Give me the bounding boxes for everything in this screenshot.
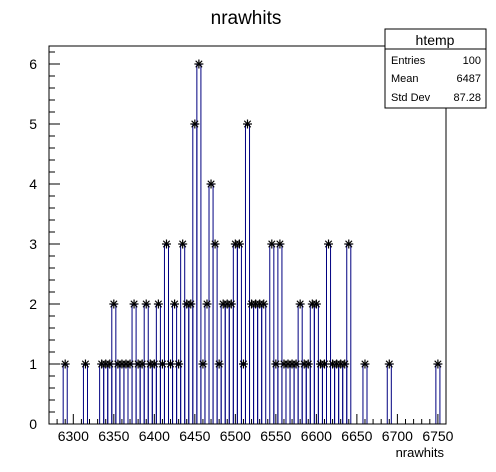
y-tick-label: 6	[29, 56, 37, 72]
stats-mean-label: Mean	[391, 73, 419, 85]
data-point-marker	[178, 239, 188, 249]
chart-title: nrawhits	[211, 8, 282, 29]
data-point-marker	[206, 179, 216, 189]
data-point-marker	[149, 359, 159, 369]
data-point-marker	[202, 299, 212, 309]
x-tick-label: 6450	[179, 428, 210, 444]
data-point-marker	[210, 239, 220, 249]
y-tick-label: 0	[29, 416, 37, 432]
y-tick-label: 1	[29, 356, 37, 372]
data-point-marker	[186, 299, 196, 309]
y-tick-label: 2	[29, 296, 37, 312]
x-axis: 6300 6350 6400 6450 6500 6550 6600 6650 6700 6750	[56, 414, 454, 444]
x-tick-label: 6300	[58, 428, 89, 444]
stats-stddev-label: Std Dev	[391, 92, 431, 104]
x-tick-label: 6700	[382, 428, 413, 444]
data-point-marker	[259, 299, 269, 309]
plot-frame	[48, 45, 447, 425]
data-point-marker	[153, 299, 163, 309]
data-point-marker	[291, 359, 301, 369]
data-point-marker	[295, 299, 305, 309]
data-point-marker	[174, 359, 184, 369]
data-point-marker	[109, 299, 119, 309]
y-tick-label: 3	[29, 236, 37, 252]
data-point-marker	[344, 239, 354, 249]
x-tick-label: 6650	[341, 428, 372, 444]
data-point-marker	[166, 359, 176, 369]
x-tick-label: 6600	[301, 428, 332, 444]
data-point-marker	[238, 359, 248, 369]
data-point-marker	[384, 359, 394, 369]
data-point-marker	[190, 119, 200, 129]
data-point-marker	[141, 299, 151, 309]
x-tick-label: 6500	[220, 428, 251, 444]
data-point-marker	[433, 359, 443, 369]
stats-entries-label: Entries	[391, 55, 426, 67]
stats-entries-value: 100	[463, 55, 481, 67]
data-point-marker	[161, 239, 171, 249]
data-point-marker	[125, 359, 135, 369]
data-point-marker	[214, 359, 224, 369]
data-point-marker	[105, 359, 115, 369]
stats-box-title: htemp	[416, 32, 455, 48]
data-point-marker	[157, 359, 167, 369]
x-tick-label: 6750	[422, 428, 453, 444]
data-point-marker	[303, 359, 313, 369]
x-axis-label: nrawhits	[396, 445, 445, 460]
data-point-marker	[267, 239, 277, 249]
data-point-marker	[198, 359, 208, 369]
data-point-marker	[129, 299, 139, 309]
x-tick-label: 6550	[260, 428, 291, 444]
data-point-marker	[170, 299, 180, 309]
data-point-marker	[275, 239, 285, 249]
data-point-marker	[194, 59, 204, 69]
stats-box: htemp Entries 100 Mean 6487 Std Dev 87.2…	[384, 28, 487, 109]
stats-box-frame	[384, 28, 487, 109]
data-point-marker	[324, 239, 334, 249]
x-tick-label: 6400	[139, 428, 170, 444]
data-point-marker	[137, 359, 147, 369]
data-point-marker	[243, 119, 252, 129]
stats-mean-value: 6487	[457, 73, 481, 85]
data-markers	[60, 59, 443, 369]
y-axis: 0 1 2 3 4 5 6	[29, 51, 60, 432]
y-tick-label: 4	[29, 176, 37, 192]
data-point-marker	[319, 359, 329, 369]
stats-stddev-value: 87.28	[453, 92, 481, 104]
data-point-marker	[234, 239, 244, 249]
data-point-marker	[271, 359, 281, 369]
data-point-marker	[311, 299, 321, 309]
data-point-marker	[360, 359, 370, 369]
data-point-marker	[80, 359, 90, 369]
x-tick-label: 6350	[98, 428, 129, 444]
y-tick-label: 5	[29, 116, 37, 132]
data-point-marker	[340, 359, 350, 369]
data-point-marker	[226, 299, 236, 309]
data-point-marker	[60, 359, 70, 369]
